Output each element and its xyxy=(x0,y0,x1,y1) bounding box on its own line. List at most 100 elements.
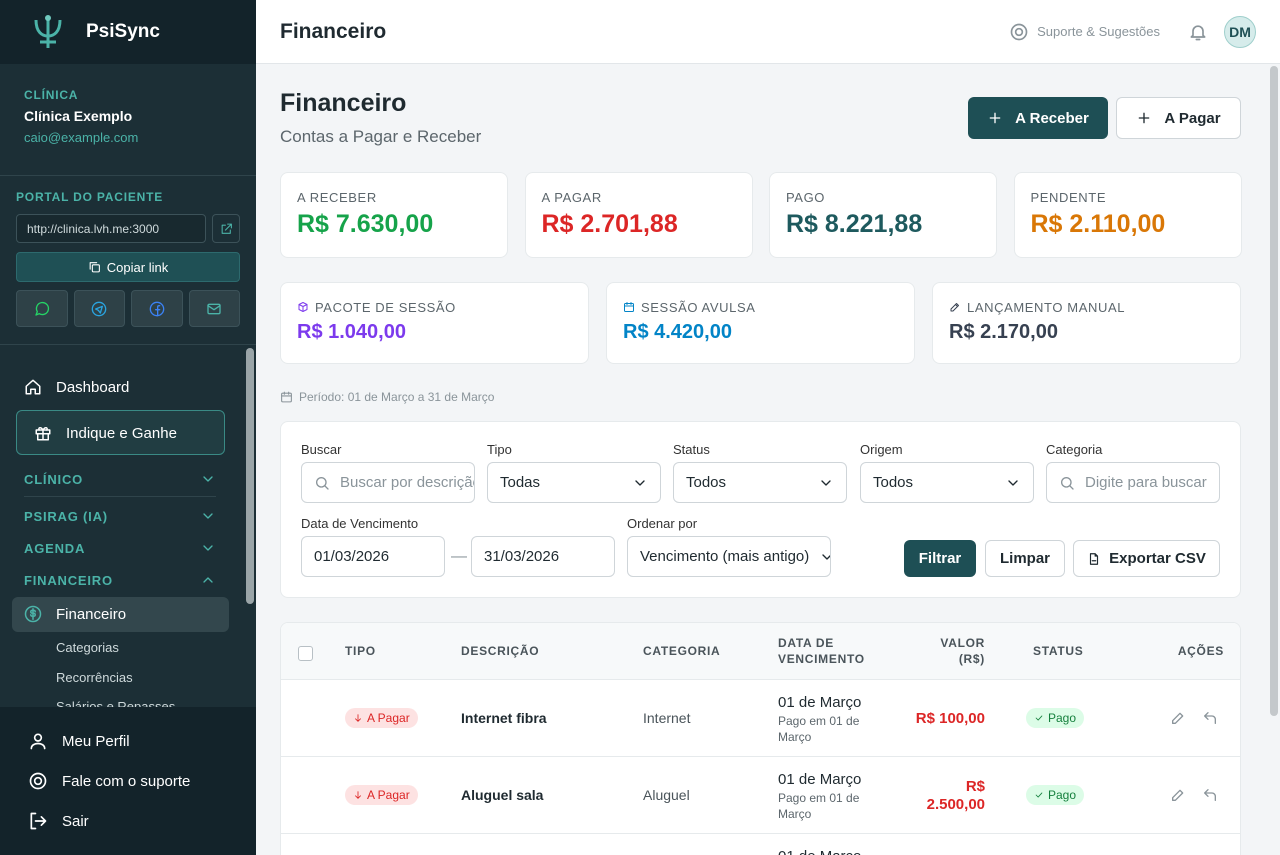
column-header: STATUS xyxy=(1033,644,1084,658)
sidebar: PsiSync CLÍNICA Clínica Exemplo caio@exa… xyxy=(0,0,256,855)
notifications[interactable] xyxy=(1188,22,1208,42)
nav-text: Dashboard xyxy=(56,378,130,396)
nav-dashboard[interactable]: Dashboard xyxy=(24,378,129,396)
clear-button[interactable]: Limpar xyxy=(985,540,1065,577)
date-from[interactable]: 01/03/2026 xyxy=(301,536,445,577)
page-subtitle: Contas a Pagar e Receber xyxy=(280,127,482,146)
placeholder: Digite para buscar xyxy=(1085,474,1207,491)
nav-finance[interactable]: Financeiro xyxy=(24,605,126,623)
copy-link-button[interactable]: Copiar link xyxy=(16,252,240,282)
select-value: Todos xyxy=(686,474,727,491)
category: Aluguel xyxy=(643,787,690,803)
type-badge: A Pagar xyxy=(345,708,418,728)
amount: R$ 2.500,00 xyxy=(926,778,985,813)
origin-value: R$ 1.040,00 xyxy=(297,321,406,343)
type-select[interactable]: Todas xyxy=(487,462,661,503)
facebook[interactable] xyxy=(131,290,183,327)
email-share[interactable] xyxy=(188,290,240,327)
portal-url[interactable]: http://clinica.lvh.me:3000 xyxy=(16,214,206,243)
nav-group[interactable]: CLÍNICO xyxy=(24,471,216,497)
origin-icon xyxy=(624,302,634,312)
placeholder: Buscar por descrição xyxy=(340,474,475,491)
summary-card: A PAGAR R$ 2.701,88 xyxy=(524,172,753,258)
revert[interactable] xyxy=(1202,710,1218,726)
revert[interactable] xyxy=(1202,787,1218,803)
summary-label: A RECEBER xyxy=(297,190,377,205)
origin-card: SESSÃO AVULSA R$ 4.420,00 xyxy=(606,282,915,364)
footer-text: Sair xyxy=(62,812,89,830)
export-button[interactable]: Exportar CSV xyxy=(1073,540,1220,577)
filter-button[interactable]: Filtrar xyxy=(904,540,976,577)
button-text: Exportar CSV xyxy=(1109,550,1206,567)
avatar[interactable]: DM xyxy=(1224,15,1256,48)
add-receivable[interactable]: A Receber xyxy=(968,97,1108,139)
nav-group[interactable]: AGENDA xyxy=(24,540,216,556)
footer-text: Fale com o suporte xyxy=(62,772,191,790)
filters: Buscar Buscar por descrição Tipo Todas S… xyxy=(280,421,1241,598)
table-header xyxy=(281,623,1240,680)
summary-label: PENDENTE xyxy=(1030,190,1107,205)
button-text: A Pagar xyxy=(1164,109,1221,127)
nav-sub[interactable]: Salários e Repasses xyxy=(56,699,176,707)
status-text: Pago xyxy=(1048,788,1077,802)
search-input[interactable]: Buscar por descrição xyxy=(301,462,475,503)
content: Financeiro Contas a Pagar e Receber A Re… xyxy=(256,64,1280,855)
nav-text: Financeiro xyxy=(56,605,127,623)
telegram[interactable] xyxy=(73,290,125,327)
select-all[interactable] xyxy=(298,646,313,661)
description: Internet fibra xyxy=(461,710,547,726)
footer-item[interactable]: Fale com o suporte xyxy=(0,761,256,801)
nav-referral[interactable]: Indique e Ganhe xyxy=(34,424,177,442)
origin-select[interactable]: Todos xyxy=(860,462,1034,503)
footer-item[interactable]: Sair xyxy=(0,801,256,841)
scrollbar xyxy=(246,348,254,604)
row-actions[interactable] xyxy=(1170,710,1218,726)
group-text: PSIRAG (IA) xyxy=(24,508,108,524)
filter-label: Tipo xyxy=(487,442,512,457)
edit[interactable] xyxy=(1170,710,1186,726)
nav-group[interactable]: PSIRAG (IA) xyxy=(24,508,216,524)
table: TIPO DESCRIÇÃO CATEGORIA DATA DE VENCIMENTO… xyxy=(280,622,1241,855)
support-link[interactable]: Suporte & Sugestões xyxy=(1009,22,1160,42)
status-select[interactable]: Todos xyxy=(673,462,847,503)
category-input[interactable]: Digite para buscar xyxy=(1046,462,1220,503)
filter-label: Ordenar por xyxy=(627,516,698,531)
origin-icon xyxy=(298,302,308,312)
open-link[interactable] xyxy=(212,214,240,243)
nav: Dashboard Indique e Ganhe CLÍNICO PSIRAG… xyxy=(0,346,256,707)
nav-sub[interactable]: Recorrências xyxy=(56,670,133,685)
whatsapp[interactable] xyxy=(16,290,68,327)
support-text: Suporte & Sugestões xyxy=(1037,24,1160,39)
summary-label: PAGO xyxy=(786,190,826,205)
origin-value: R$ 2.170,00 xyxy=(949,321,1058,343)
add-payable[interactable]: A Pagar xyxy=(1116,97,1241,139)
origin-card: LANÇAMENTO MANUAL R$ 2.170,00 xyxy=(932,282,1241,364)
origin-card: PACOTE DE SESSÃO R$ 1.040,00 xyxy=(280,282,589,364)
footer-text: Meu Perfil xyxy=(62,732,130,750)
date-to[interactable]: 31/03/2026 xyxy=(471,536,615,577)
nav-sub[interactable]: Categorias xyxy=(56,640,119,655)
nav-group[interactable]: FINANCEIRO xyxy=(24,572,216,588)
header-title: Financeiro xyxy=(280,19,387,43)
select-value: Todos xyxy=(873,474,914,491)
portal-url-row: http://clinica.lvh.me:3000 xyxy=(16,214,240,243)
summary-card: A RECEBER R$ 7.630,00 xyxy=(280,172,508,258)
date-separator: — xyxy=(451,548,467,565)
due-date: 01 de Março xyxy=(778,771,862,788)
footer-item[interactable]: Meu Perfil xyxy=(0,721,256,761)
edit[interactable] xyxy=(1170,787,1186,803)
nav-active-bg[interactable] xyxy=(12,597,229,632)
type-text: A Pagar xyxy=(367,711,410,725)
paid-date: Pago em 01 de Março xyxy=(778,791,860,821)
clinic-email: caio@example.com xyxy=(24,130,139,145)
column-header: VALOR (R$) xyxy=(940,636,985,666)
row-actions[interactable] xyxy=(1170,787,1218,803)
origin-value: R$ 4.420,00 xyxy=(623,321,732,343)
clinic-name: Clínica Exemplo xyxy=(24,108,133,124)
select-value: Vencimento (mais antigo) xyxy=(640,548,810,565)
nav-referral-box[interactable] xyxy=(16,410,225,455)
due-date: 01 de Março xyxy=(778,848,861,855)
order-select[interactable]: Vencimento (mais antigo) xyxy=(627,536,831,577)
date-value: 01/03/2026 xyxy=(314,548,390,565)
